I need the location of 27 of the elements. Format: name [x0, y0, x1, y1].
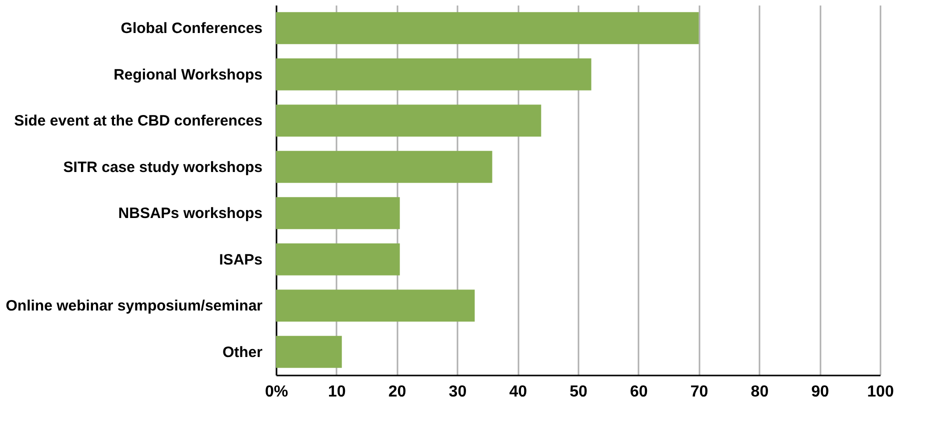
- y-tick-label: Side event at the CBD conferences: [14, 112, 262, 130]
- y-tick-label: SITR case study workshops: [63, 158, 262, 176]
- bar: [276, 243, 400, 276]
- x-tick-label: 80: [750, 384, 769, 400]
- bar: [276, 104, 542, 137]
- y-tick-label: NBSAPs workshops: [118, 205, 262, 222]
- y-tick-label: Global Conferences: [120, 20, 262, 38]
- bar: [276, 58, 592, 90]
- x-tick-label: 50: [570, 384, 588, 400]
- x-tick-label: 30: [448, 384, 467, 400]
- x-tick-label: 90: [811, 384, 830, 400]
- y-tick-label: Regional Workshops: [114, 66, 262, 84]
- bar: [276, 197, 400, 230]
- bar: [276, 336, 342, 368]
- y-tick-label: Online webinar symposium/seminar: [6, 298, 263, 315]
- x-tick-label: 70: [690, 384, 708, 400]
- x-tick-label: 0%: [264, 384, 288, 400]
- x-tick-label: 60: [630, 384, 648, 400]
- y-tick-label: ISAPs: [219, 251, 262, 268]
- bar: [276, 12, 699, 44]
- y-tick-label: Other: [222, 344, 263, 361]
- bar: [276, 150, 492, 183]
- x-tick-label: 40: [509, 384, 528, 400]
- x-tick-label: 10: [328, 384, 346, 400]
- bar: [276, 290, 475, 322]
- x-tick-label: 20: [388, 384, 406, 400]
- x-tick-label: 100: [867, 384, 894, 400]
